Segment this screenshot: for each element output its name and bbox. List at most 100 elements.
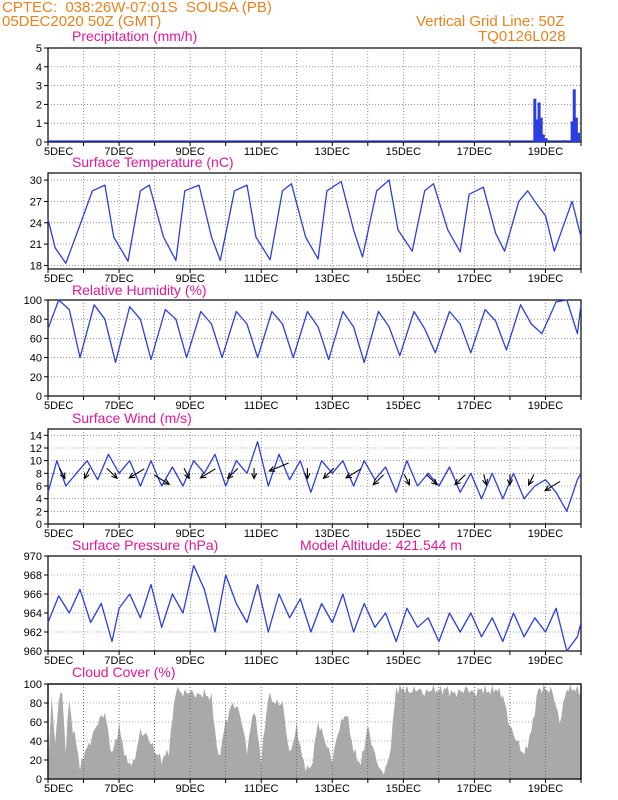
temp-ytick-label: 30 [30,175,42,187]
pressure-ytick-label: 970 [24,551,42,563]
precip-ytick-label: 3 [36,81,42,93]
pressure-xtick-label: 17DEC [457,655,493,667]
pressure-title: Surface Pressure (hPa) [72,537,218,553]
wind-arrow [345,468,362,479]
wind-arrow [83,467,91,480]
precip-bar [574,117,578,142]
rh-ytick-label: 100 [24,295,42,307]
wind-arrow [128,468,145,479]
rh-xtick-label: 11DEC [244,400,279,412]
wind-arrow [543,480,561,492]
pressure-xtick-label: 7DEC [104,655,133,667]
cloud-ytick-label: 60 [30,717,42,729]
precip-bar [570,121,574,142]
cloud-xtick-label: 7DEC [104,783,133,795]
pressure-ytick-label: 962 [24,627,42,639]
precip-xtick-label: 11DEC [244,146,279,158]
pressure-ytick-label: 966 [24,589,42,601]
precip-xtick-label: 17DEC [457,146,493,158]
rh-ytick-label: 0 [36,391,42,403]
cloud-panel: 0 20 40 60 80 100 5DEC 7DEC 9DEC 11DEC 13DEC 15DEC 1… [24,664,582,795]
pressure-frame [47,555,582,652]
temp-line [47,179,582,264]
rh-xtick-label: 9DEC [175,400,204,412]
pressure-ytick-label: 968 [24,570,42,582]
cloud-area [48,684,581,779]
wind-xtick-label: 15DEC [386,528,422,540]
wind-arrow [482,474,489,487]
header-line-2: 05DEC2020 50Z (GMT) [2,13,162,30]
temp-ytick-label: 24 [30,218,42,230]
wind-arrow [454,474,466,486]
wind-arrow [183,467,190,480]
pressure-xtick-label: 5DEC [44,655,73,667]
precip-bar [535,119,539,142]
rh-ytick-label: 40 [30,353,42,365]
temp-panel: 18 21 24 27 30 5DEC 7DEC 9DEC 11DEC 13DEC 15DEC 17D… [30,154,582,285]
pressure-panel: 960 962 964 966 968 970 5DEC 7DEC 9DEC 11DEC 13DEC… [24,537,582,667]
temp-xtick-label: 19DEC [528,273,564,285]
rh-xtick-label: 19DEC [528,400,564,412]
wind-ytick-label: 14 [30,430,42,442]
rh-title: Relative Humidity (%) [72,282,207,298]
temp-xtick-label: 7DEC [104,273,133,285]
wind-arrow [250,468,258,480]
precip-xtick-label: 9DEC [175,146,204,158]
temp-ytick-label: 27 [30,196,42,208]
wind-arrow [506,474,514,487]
precip-ytick-label: 4 [36,62,42,74]
pressure-xtick-label: 13DEC [315,655,351,667]
wind-arrow [226,468,239,480]
precip-ytick-label: 0 [36,137,42,149]
precip-title: Precipitation (mm/h) [72,28,197,44]
temp-ytick-label: 18 [30,260,42,272]
precip-xtick-label: 5DEC [44,146,73,158]
precip-bar [544,138,548,142]
precip-bar [539,117,543,142]
wind-xtick-label: 13DEC [315,528,351,540]
precip-xtick-label: 7DEC [104,146,133,158]
precip-ytick-label: 5 [36,43,42,55]
precip-frame [47,47,582,143]
pressure-xtick-label: 9DEC [175,655,204,667]
wind-arrow [153,474,171,485]
cloud-title: Cloud Cover (%) [72,664,175,680]
rh-xtick-label: 15DEC [386,400,422,412]
precip-bar [541,134,545,142]
wind-line [47,441,582,512]
wind-ytick-label: 2 [36,506,42,518]
cloud-xtick-label: 15DEC [386,783,422,795]
precip-bar [577,132,581,142]
cloud-xtick-label: 9DEC [175,783,204,795]
precip-panel: 0 1 2 3 4 5 5DEC 7DEC 9DEC 11DEC 13DEC 15DEC 17DEC 19… [36,28,582,158]
wind-arrow [322,468,335,480]
cloud-frame-over [47,683,582,780]
header-line-1: CPTEC: 038:26W-07:01S SOUSA (PB) [2,0,272,16]
rh-xtick-label: 7DEC [104,400,133,412]
wind-ytick-label: 6 [36,481,42,493]
cloud-ytick-label: 40 [30,736,42,748]
cloud-xtick-label: 13DEC [315,783,351,795]
wind-arrow [199,468,216,479]
cloud-xtick-label: 19DEC [528,783,564,795]
temp-xtick-label: 15DEC [386,273,422,285]
temp-frame [47,172,582,270]
wind-ytick-label: 8 [36,468,42,480]
precip-xtick-label: 15DEC [386,146,422,158]
temp-xtick-label: 9DEC [175,273,204,285]
rh-xtick-label: 5DEC [44,400,73,412]
cloud-ytick-label: 20 [30,755,42,767]
header-vertical-grid: Vertical Grid Line: 50Z [416,13,565,30]
precip-ytick-label: 1 [36,118,42,130]
pressure-xtick-label: 19DEC [528,655,564,667]
pressure-ytick-label: 960 [24,646,42,658]
wind-ytick-label: 10 [30,456,42,468]
wind-arrow [106,468,119,480]
wind-ytick-label: 4 [36,494,42,506]
precip-ytick-label: 2 [36,99,42,111]
cloud-xtick-label: 5DEC [44,783,73,795]
rh-xtick-label: 13DEC [315,400,351,412]
precip-bar [537,102,541,142]
